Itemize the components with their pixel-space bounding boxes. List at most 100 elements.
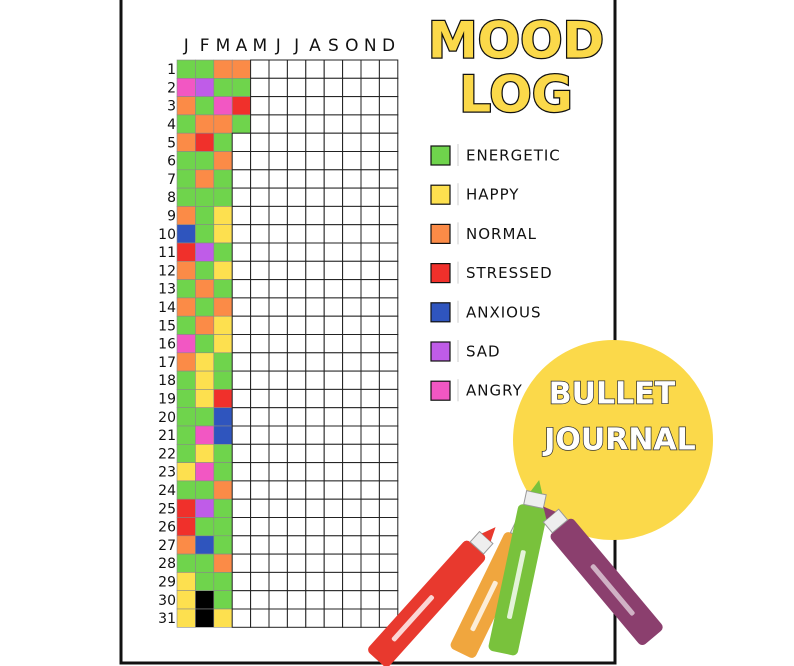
mood-cell [213, 96, 233, 116]
mood-cell [323, 77, 344, 98]
mood-cell [342, 388, 362, 409]
mood-cell [360, 315, 380, 336]
mood-cell [231, 498, 252, 519]
mood-cell [195, 462, 215, 482]
mood-cell [213, 590, 233, 610]
mood-cell [360, 352, 380, 372]
mood-cell [305, 462, 325, 482]
mood-cell [286, 59, 307, 79]
mood-cell [305, 407, 325, 427]
day-label: 28 [158, 556, 176, 572]
mood-cell [213, 425, 233, 445]
mood-cell [250, 480, 270, 500]
mood-cell [195, 370, 215, 390]
mood-cell [213, 114, 233, 134]
mood-cell [195, 151, 215, 171]
mood-cell [268, 498, 288, 519]
mood-cell [342, 517, 362, 537]
mood-cell [213, 572, 233, 592]
mood-cell [378, 187, 399, 207]
mood-cell [195, 480, 215, 500]
mood-cell [268, 443, 288, 464]
mood-cell [176, 443, 196, 463]
mood-cell [195, 114, 215, 134]
mood-cell [305, 77, 325, 98]
month-label: S [328, 36, 339, 56]
mood-cell [268, 388, 288, 409]
day-label: 4 [167, 117, 176, 133]
mood-cell [250, 590, 270, 610]
month-label: A [309, 36, 321, 56]
mood-cell [195, 352, 215, 372]
mood-cell [305, 608, 325, 628]
mood-cell [195, 206, 215, 225]
mood-cell [250, 224, 270, 244]
mood-cell [176, 315, 196, 335]
mood-cell [250, 425, 270, 445]
mood-cell [231, 370, 252, 390]
mood-cell [378, 571, 399, 592]
mood-cell [323, 224, 344, 244]
day-label: 15 [158, 318, 176, 334]
mood-cell [268, 608, 288, 628]
mood-cell [268, 96, 288, 116]
mood-cell [213, 132, 233, 152]
day-label: 7 [167, 172, 176, 188]
mood-cell [231, 78, 251, 97]
mood-cell [195, 169, 215, 189]
mood-cell [268, 114, 288, 134]
mood-cell [213, 443, 233, 463]
mood-cell [286, 132, 307, 152]
day-label: 5 [167, 135, 176, 151]
mood-cell [250, 315, 270, 336]
mood-cell [195, 572, 215, 592]
mood-cell [305, 571, 325, 592]
mood-cell [360, 498, 380, 519]
mood-cell [342, 443, 362, 464]
legend-label: NORMAL [466, 225, 537, 243]
mood-cell [268, 242, 288, 262]
mood-cell [250, 77, 270, 98]
mood-cell [268, 590, 288, 610]
badge-text: BULLET [549, 377, 676, 412]
mood-cell [213, 553, 233, 573]
mood-cell [231, 462, 252, 482]
mood-cell [268, 535, 288, 555]
mood-cell [342, 608, 362, 628]
mood-cell [286, 608, 307, 628]
mood-cell [268, 553, 288, 573]
month-label: J [183, 36, 189, 56]
mood-cell [342, 205, 362, 226]
mood-cell [268, 169, 288, 189]
mood-cell [213, 59, 233, 79]
mood-cell [268, 279, 288, 299]
mood-cell [176, 297, 196, 317]
mood-cell [360, 443, 380, 464]
mood-cell [378, 260, 399, 281]
mood-cell [305, 224, 325, 244]
mood-cell [323, 242, 344, 262]
mood-cell [213, 206, 233, 225]
mood-cell [213, 370, 233, 390]
mood-cell [305, 517, 325, 537]
mood-cell [195, 132, 215, 152]
mood-cell [231, 553, 252, 573]
mood-cell [360, 334, 380, 354]
mood-cell [250, 59, 270, 79]
mood-cell [378, 370, 399, 390]
mood-cell [250, 205, 270, 226]
mood-cell [250, 370, 270, 390]
mood-cell [342, 242, 362, 262]
legend-swatch [430, 380, 451, 401]
mood-cell [231, 96, 251, 116]
mood-cell [213, 352, 233, 372]
mood-cell [360, 114, 380, 134]
mood-cell [250, 151, 270, 171]
mood-cell [268, 517, 288, 537]
mood-cell [213, 535, 233, 555]
mood-cell [342, 480, 362, 500]
mood-cell [323, 169, 344, 189]
mood-cell [360, 205, 380, 226]
mood-cell [323, 205, 344, 226]
